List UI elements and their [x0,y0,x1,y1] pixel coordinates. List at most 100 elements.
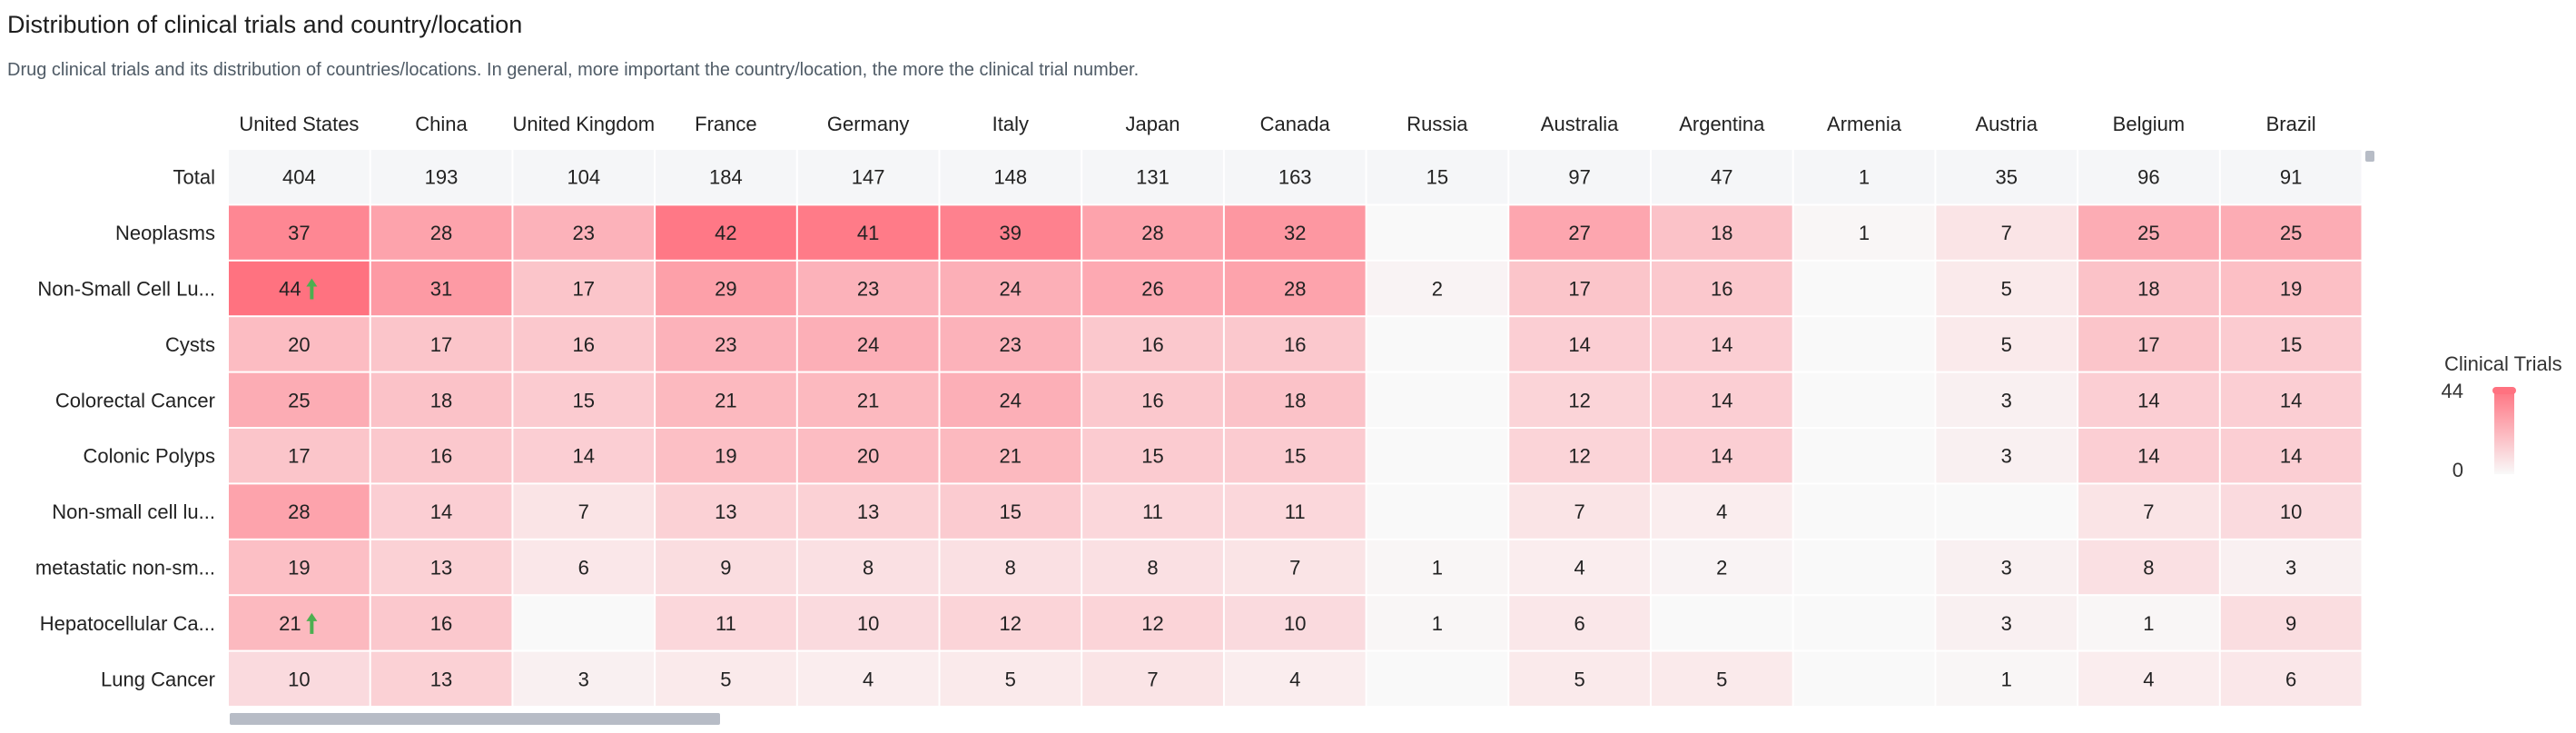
cell-value: 193 [425,166,459,189]
vertical-scrollbar-thumb[interactable] [2365,151,2374,162]
cell-value: 14 [573,445,595,468]
column-label: France [695,113,756,135]
heatmap-cell[interactable] [1794,373,1935,427]
cell-value: 13 [430,557,452,579]
column-label: Australia [1541,113,1619,135]
heatmap-cell[interactable] [1652,596,1792,649]
cell-value: 16 [1141,333,1163,356]
cell-value: 39 [1000,222,1022,244]
cell-value: 8 [863,557,873,579]
heatmap-cell[interactable] [1936,484,2077,538]
heatmap-cell[interactable] [1794,596,1935,649]
cell-value: 4 [1574,557,1584,579]
cell-value: 8 [2143,557,2154,579]
cell-value: 13 [857,500,879,523]
heatmap-cell[interactable] [1794,262,1935,315]
cell-value: 16 [430,612,452,635]
row-label: Non-Small Cell Lu... [37,278,215,301]
cell-value: 16 [1284,333,1306,356]
column-label: Canada [1260,113,1331,135]
cell-value: 10 [1284,612,1306,635]
heatmap-cell[interactable] [1367,429,1508,482]
cell-value: 131 [1136,166,1170,189]
cell-value: 1 [1432,612,1443,635]
legend-max-handle[interactable] [2492,387,2516,394]
cell-value: 7 [1147,668,1158,690]
cell-value: 147 [852,166,885,189]
cell-value: 96 [2137,166,2159,189]
column-label: Italy [992,113,1029,135]
legend-max-label: 44 [2442,380,2463,402]
cell-value: 14 [2280,445,2302,468]
cell-value: 23 [715,333,736,356]
cell-value: 19 [2280,278,2302,301]
cell-value: 3 [2001,389,2012,411]
cell-value: 6 [578,557,589,579]
cell-value: 11 [716,612,736,635]
cell-value: 5 [2001,333,2012,356]
row-labels: TotalNeoplasmsNon-Small Cell Lu...CystsC… [35,166,215,691]
cell-value: 13 [715,500,736,523]
cell-value: 10 [288,668,310,690]
cell-value: 28 [430,222,452,244]
cell-value: 27 [1568,222,1590,244]
cell-value: 14 [2137,445,2159,468]
cell-value: 12 [1141,612,1163,635]
heatmap-cell[interactable] [1794,429,1935,482]
cell-value: 11 [1285,500,1306,523]
cell-value: 184 [709,166,743,189]
heatmap-cell[interactable] [1367,205,1508,259]
cell-value: 15 [2280,333,2302,356]
column-label: China [415,113,468,135]
cell-value: 1 [1859,222,1870,244]
column-label: United States [239,113,359,135]
cell-value: 28 [288,500,310,523]
column-label: Austria [1975,113,2038,135]
heatmap-cell[interactable] [1367,652,1508,706]
horizontal-scrollbar-thumb[interactable] [230,713,720,725]
heatmap-cell[interactable] [1367,317,1508,371]
heatmap-cell[interactable] [1794,317,1935,371]
row-label: Colorectal Cancer [55,389,215,411]
cell-value: 15 [573,389,595,411]
row-label: Hepatocellular Ca... [40,612,215,635]
cell-value: 15 [1426,166,1448,189]
cell-value: 15 [1141,445,1163,468]
cell-value: 20 [288,333,310,356]
heatmap-cell[interactable] [513,596,654,649]
cell-value: 163 [1278,166,1312,189]
cell-value: 25 [2137,222,2159,244]
cell-value: 16 [573,333,595,356]
cell-value: 3 [2001,612,2012,635]
legend-gradient-bar[interactable] [2494,389,2514,474]
total-row-label: Total [173,166,215,189]
cell-value: 12 [1568,389,1590,411]
cell-value: 97 [1568,166,1590,189]
column-label: Armenia [1827,113,1902,135]
heatmap-cell[interactable] [1794,652,1935,706]
heatmap-cell[interactable] [1794,484,1935,538]
column-label: Brazil [2266,113,2316,135]
cell-value: 4 [1716,500,1727,523]
cell-value: 35 [1995,166,2017,189]
cell-value: 4 [1289,668,1300,690]
cell-value: 21 [1000,445,1022,468]
cell-value: 5 [1716,668,1727,690]
cell-value: 17 [430,333,452,356]
column-label: Belgium [2113,113,2185,135]
cell-value: 11 [1142,500,1163,523]
cell-value: 15 [1000,500,1022,523]
cell-value: 14 [1711,389,1732,411]
cell-value: 16 [430,445,452,468]
column-label: Germany [827,113,909,135]
heatmap-cell[interactable] [1794,540,1935,594]
cell-value: 31 [430,278,452,301]
row-label: Colonic Polyps [83,445,215,468]
cell-value: 24 [1000,278,1022,301]
cell-value: 19 [715,445,736,468]
cell-value: 18 [2137,278,2159,301]
cell-value: 9 [2285,612,2296,635]
heatmap-cell[interactable] [1367,373,1508,427]
heatmap-cell[interactable] [1367,484,1508,538]
